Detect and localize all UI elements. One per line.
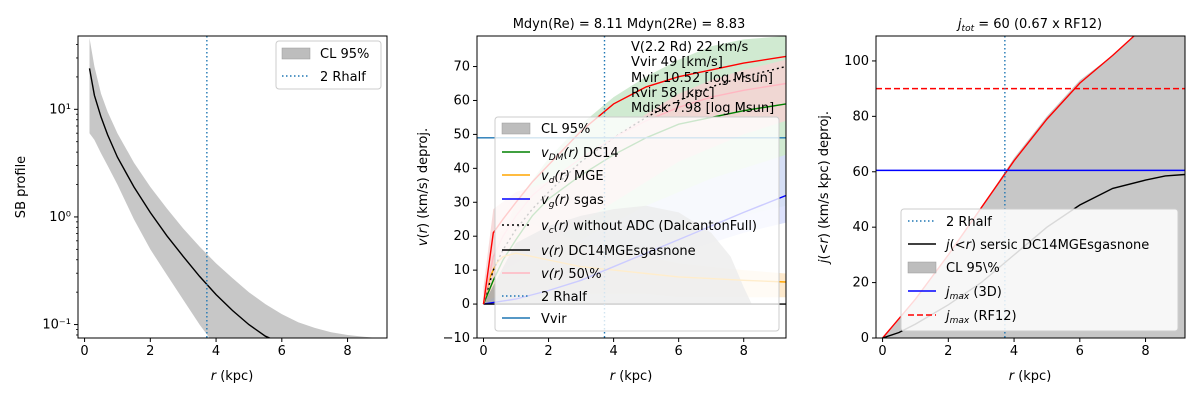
legend-label-vc: vc(r) without ADC (DalcantonFull) — [541, 219, 757, 236]
velocity-ytick-label: 10 — [453, 263, 470, 278]
velocity-xtick-label: 0 — [479, 344, 487, 359]
sb-xtick-label: 6 — [278, 344, 286, 359]
panel-velocity: Mdyn(Re) = 8.11 Mdyn(2Re) = 8.83 V(2.2 R… — [416, 17, 787, 384]
legend-label-rhalf: 2 Rhalf — [320, 70, 366, 85]
sb-axes-frame — [77, 35, 388, 339]
velocity-annotations: V(2.2 Rd) 22 km/s Vvir 49 [km/s] Mvir 10… — [631, 40, 774, 116]
panel-angular-momentum: jtot = 60 (0.67 x RF12) 0 2 4 6 802040608010… — [817, 17, 1186, 384]
velocity-ytick-label: 0 — [462, 297, 470, 312]
angmom-ylabel: j(<r) (km/s kpc) deproj. — [817, 111, 832, 265]
velocity-xtick-label: 4 — [609, 344, 617, 359]
legend-label-cl95: CL 95% — [320, 47, 369, 62]
angmom-xtick-label: 8 — [1141, 344, 1149, 359]
velocity-ticks: 0 2 4 6 8 −10 0 10 20 30 40 50 60 70 — [443, 60, 748, 359]
legend-label-vvir: Vvir — [541, 312, 567, 327]
legend-swatch-cl95 — [501, 122, 531, 135]
annotation-vvir: Vvir 49 [km/s] — [631, 55, 723, 70]
angmom-ytick-label: 40 — [852, 220, 869, 235]
legend-label-j: j(<r) sersic DC14MGEsgasnone — [944, 238, 1149, 253]
velocity-ytick-label: −10 — [443, 331, 470, 346]
angmom-legend-box — [900, 208, 1179, 332]
angmom-ytick-label: 20 — [852, 276, 869, 291]
legend-label-vdm: vDM(r) DC14 — [541, 146, 619, 163]
legend-label-vd: vd(r) MGE — [541, 169, 604, 186]
angmom-xlabel: r (kpc) — [1009, 369, 1052, 384]
velocity-ytick-label: 30 — [453, 195, 470, 210]
legend-label-rhalf: 2 Rhalf — [946, 215, 992, 230]
velocity-ytick-label: 20 — [453, 229, 470, 244]
velocity-title: Mdyn(Re) = 8.11 Mdyn(2Re) = 8.83 — [513, 17, 746, 32]
annotation-mdisk: Mdisk 7.98 [log Msun] — [631, 101, 774, 116]
legend-swatch-cl95 — [907, 261, 937, 274]
annotation-rvir: Rvir 58 [kpc] — [631, 86, 715, 101]
legend-label-vg: vg(r) sgas — [541, 193, 604, 210]
sb-ytick-label: 10⁰ — [49, 210, 71, 225]
sb-xtick-label: 8 — [343, 344, 351, 359]
velocity-xlabel: r (kpc) — [610, 369, 653, 384]
legend-label-jmax3d: jmax (3D) — [944, 285, 1002, 302]
angmom-xtick-label: 0 — [878, 344, 886, 359]
annotation-mvir: Mvir 10.52 [log Msun] — [631, 71, 773, 86]
sb-cl-95-band — [89, 38, 378, 338]
angmom-axes-frame — [875, 35, 1186, 339]
velocity-ytick-label: 60 — [453, 93, 470, 108]
sb-xtick-label: 0 — [80, 344, 88, 359]
velocity-xtick-label: 6 — [675, 344, 683, 359]
angmom-ytick-label: 100 — [844, 54, 869, 69]
annotation-v22rd: V(2.2 Rd) 22 km/s — [631, 40, 749, 55]
angmom-ytick-label: 60 — [852, 165, 869, 180]
sb-ticks: 0 2 4 6 8 10⁻¹ 10⁰ 10¹ — [42, 44, 352, 359]
legend-label-jmaxrf12: jmax (RF12) — [944, 309, 1017, 326]
angmom-ytick-label: 0 — [861, 331, 869, 346]
sb-plot-area — [88, 36, 378, 338]
legend-label-v50: v(r) 50\% — [541, 267, 602, 282]
velocity-xtick-label: 8 — [740, 344, 748, 359]
sb-xtick-label: 2 — [146, 344, 154, 359]
velocity-legend-box — [494, 116, 780, 332]
sb-ylabel: SB profile — [14, 156, 29, 218]
angmom-legend: 2 Rhalf j(<r) sersic DC14MGEsgasnone CL … — [900, 208, 1179, 332]
angmom-xtick-label: 2 — [944, 344, 952, 359]
legend-label-rhalf: 2 Rhalf — [541, 290, 587, 305]
sb-xtick-label: 4 — [212, 344, 220, 359]
panel-sb-profile: 0 2 4 6 8 10⁻¹ 10⁰ 10¹ r (kpc) SB profile CL 95… — [14, 35, 388, 384]
velocity-ytick-label: 70 — [453, 60, 470, 75]
angmom-ytick-label: 80 — [852, 109, 869, 124]
angmom-title: jtot = 60 (0.67 x RF12) — [956, 17, 1102, 34]
sb-ytick-label: 10¹ — [49, 102, 71, 117]
legend-label-cl95: CL 95\% — [946, 261, 1000, 276]
sb-ytick-label: 10⁻¹ — [42, 318, 71, 333]
velocity-ytick-label: 50 — [453, 127, 470, 142]
velocity-axes-frame — [476, 35, 787, 339]
angmom-xtick-label: 4 — [1010, 344, 1018, 359]
velocity-ytick-label: 40 — [453, 161, 470, 176]
angmom-xtick-label: 6 — [1076, 344, 1084, 359]
sb-legend: CL 95% 2 Rhalf — [275, 40, 382, 90]
velocity-xtick-label: 2 — [544, 344, 552, 359]
velocity-ylabel: v(r) (km/s) deproj. — [416, 128, 431, 246]
sb-xlabel: r (kpc) — [211, 369, 254, 384]
legend-label-v: v(r) DC14MGEsgasnone — [541, 244, 696, 259]
sb-sb-profile-line — [88, 68, 272, 338]
legend-swatch-cl95 — [281, 47, 311, 60]
velocity-legend: CL 95% vDM(r) DC14 vd(r) MGE vg(r) sgas … — [494, 116, 780, 332]
legend-label-cl95: CL 95% — [541, 122, 590, 137]
